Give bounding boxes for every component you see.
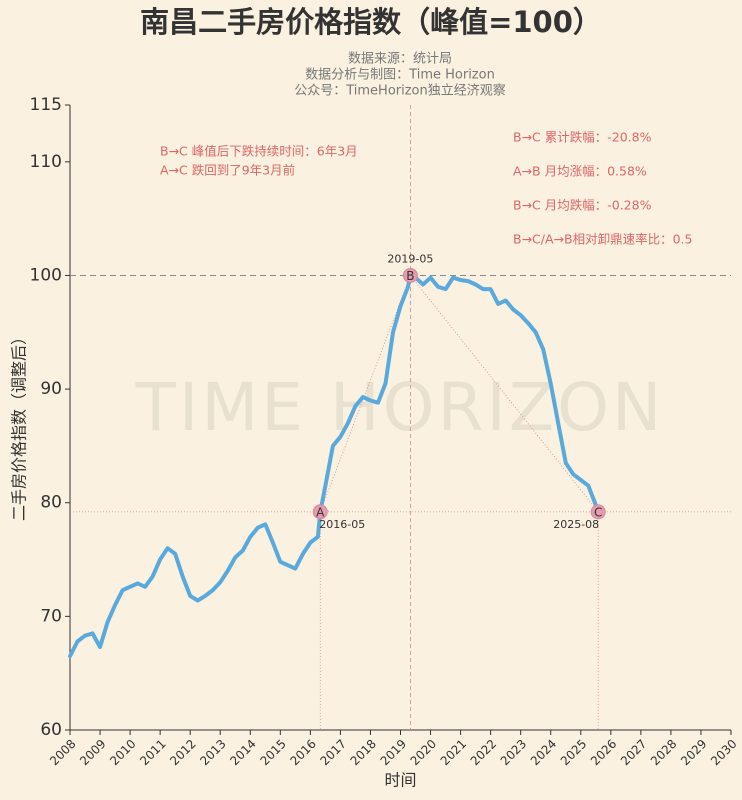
x-tick-label: 2026 <box>588 737 619 768</box>
point-label: A <box>316 505 325 519</box>
subtitle: 数据来源：统计局 <box>348 52 452 67</box>
x-tick-label: 2015 <box>257 737 288 768</box>
x-tick-label: 2025 <box>558 737 589 768</box>
point-date: 2016-05 <box>319 518 365 531</box>
x-tick-label: 2012 <box>167 737 198 768</box>
key-point <box>402 267 418 283</box>
point-date: 2019-05 <box>387 252 433 265</box>
x-tick-label: 2008 <box>47 737 78 768</box>
trend-line <box>319 275 411 512</box>
x-axis-label: 时间 <box>384 771 416 790</box>
point-label: C <box>594 505 602 519</box>
key-point <box>312 504 328 520</box>
y-tick-label: 115 <box>30 95 62 115</box>
x-tick-label: 2024 <box>528 737 559 768</box>
note: B→C 月均跌幅：-0.28% <box>513 198 652 213</box>
chart-title: 南昌二手房价格指数（峰值=100） <box>140 5 602 39</box>
x-tick-label: 2013 <box>197 737 228 768</box>
x-tick-label: 2027 <box>618 737 649 768</box>
trend-line <box>410 275 599 513</box>
x-tick-label: 2016 <box>287 737 318 768</box>
key-point <box>590 504 606 520</box>
x-tick-label: 2018 <box>348 737 379 768</box>
y-tick-label: 60 <box>40 720 62 740</box>
x-tick-label: 2020 <box>408 737 439 768</box>
x-tick-label: 2017 <box>318 737 349 768</box>
x-tick-label: 2021 <box>438 737 469 768</box>
x-tick-label: 2030 <box>708 737 739 768</box>
watermark: TIME HORIZON <box>135 369 665 446</box>
subtitle: 公众号：TimeHorizon独立经济观察 <box>294 84 506 99</box>
note: B→C 累计跌幅：-20.8% <box>513 130 652 145</box>
point-label: B <box>406 269 414 283</box>
x-tick-label: 2028 <box>648 737 679 768</box>
point-date: 2025-08 <box>553 518 599 531</box>
x-tick-label: 2014 <box>227 737 258 768</box>
x-tick-label: 2011 <box>137 737 168 768</box>
price-line <box>68 273 601 659</box>
note: B→C 峰值后下跌持续时间：6年3月 <box>160 144 358 159</box>
x-tick-label: 2019 <box>378 737 409 768</box>
note: A→B 月均涨幅：0.58% <box>513 164 647 179</box>
y-tick-label: 80 <box>40 493 62 513</box>
y-tick-label: 110 <box>30 152 62 172</box>
x-tick-label: 2022 <box>468 737 499 768</box>
note: B→C/A→B相对卸鼎速率比：0.5 <box>513 232 692 247</box>
note: A→C 跌回到了9年3月前 <box>160 163 295 178</box>
y-tick-label: 90 <box>40 379 62 399</box>
y-tick-label: 100 <box>30 265 62 285</box>
y-axis-label: 二手房价格指数（调整后） <box>10 329 29 521</box>
x-tick-label: 2029 <box>678 737 709 768</box>
x-tick-label: 2009 <box>77 737 108 768</box>
x-tick-label: 2023 <box>498 737 529 768</box>
y-tick-label: 70 <box>40 606 62 626</box>
x-tick-label: 2010 <box>107 737 138 768</box>
subtitle: 数据分析与制图：Time Horizon <box>305 68 495 83</box>
